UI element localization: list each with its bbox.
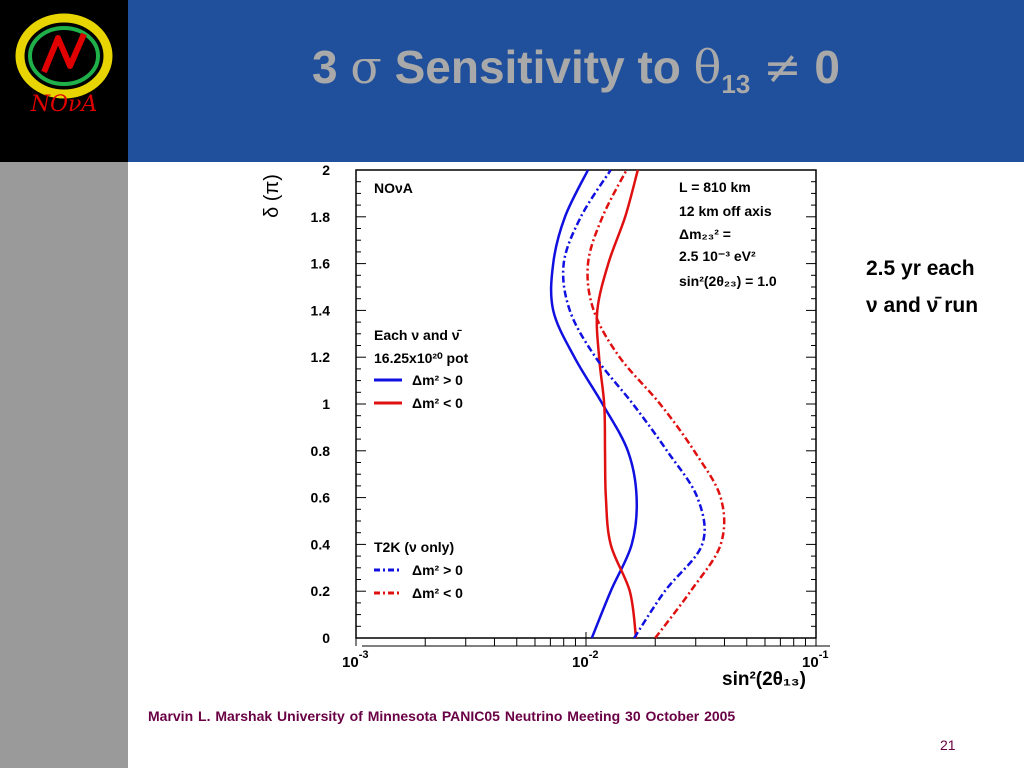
t2k-curve-pos [561, 169, 706, 639]
nova-legend-header: 16.25x10²⁰ pot [374, 350, 469, 366]
y-tick-label: 1.4 [311, 302, 331, 318]
y-axis-label: δ (π) [261, 174, 283, 218]
y-tick-label: 1.2 [311, 349, 331, 365]
y-tick-label: 0 [322, 630, 330, 646]
legend-label-nova-pos: Δm² > 0 [412, 372, 463, 388]
annotation-experiment: NOνA [374, 180, 413, 196]
x-tick-label: 10-3 [342, 649, 368, 671]
slide-title: 3 σ Sensitivity to θ13 ≠ 0 [312, 40, 840, 100]
annotation-param: 12 km off axis [679, 203, 772, 219]
legend-label-nova-neg: Δm² < 0 [412, 395, 463, 411]
nova-curve-pos [549, 169, 639, 639]
annotation-param: sin²(2θ₂₃) = 1.0 [679, 273, 777, 289]
x-axis-label: sin²(2θ₁₃) [722, 669, 806, 690]
t2k-curve-neg [586, 169, 726, 639]
logo-wordmark: NOνA [30, 92, 98, 117]
y-tick-label: 0.8 [311, 443, 331, 459]
title-bar [128, 0, 1024, 162]
nova-curve-neg [595, 169, 640, 639]
side-note-line2: ν and ν̄ run [866, 294, 979, 317]
legend-label-t2k-pos: Δm² > 0 [412, 562, 463, 578]
logo-panel: NOνA [0, 0, 128, 162]
y-tick-label: 0.4 [311, 536, 331, 552]
y-tick-label: 2 [322, 162, 330, 178]
y-tick-label: 1.6 [311, 256, 331, 272]
annotation-param: L = 810 km [679, 179, 751, 195]
side-note-line1: 2.5 yr each [866, 257, 975, 280]
annotation-param: 2.5 10⁻³ eV² [679, 248, 756, 264]
nova-legend-header: Each ν and ν̄ [374, 327, 463, 343]
t2k-legend-header: T2K (ν only) [374, 539, 454, 555]
footer-text: Marvin L. Marshak University of Minnesot… [148, 708, 736, 724]
y-tick-label: 0.6 [311, 490, 331, 506]
x-tick-label: 10-1 [802, 649, 828, 671]
annotation-param: Δm₂₃² = [679, 226, 731, 242]
legend-label-t2k-neg: Δm² < 0 [412, 585, 463, 601]
y-tick-label: 0.2 [311, 583, 331, 599]
x-tick-label: 10-2 [572, 649, 598, 671]
slide-number: 21 [940, 737, 956, 753]
nova-logo-icon [15, 13, 113, 99]
left-sidebar [0, 162, 128, 768]
y-tick-label: 1 [322, 396, 330, 412]
y-tick-label: 1.8 [311, 209, 331, 225]
